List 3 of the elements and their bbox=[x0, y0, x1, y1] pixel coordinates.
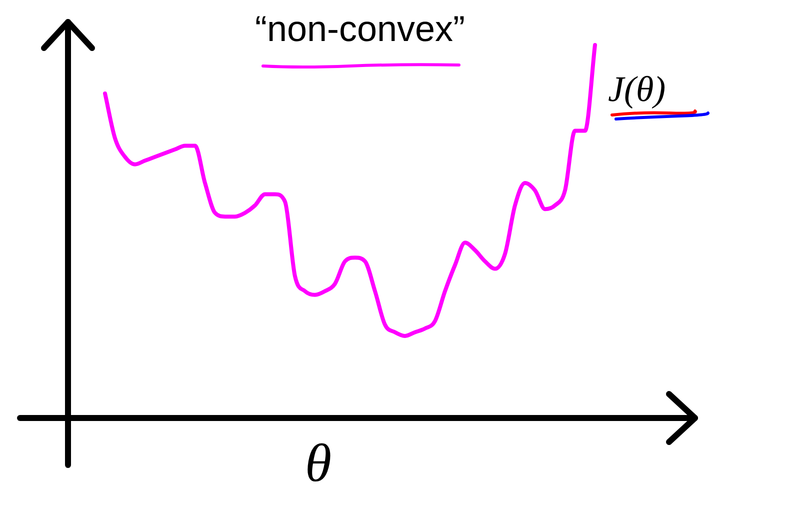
chart-title: “non-convex” bbox=[254, 8, 466, 50]
y-axis-title: J(θ) bbox=[608, 68, 666, 110]
x-axis-title: θ bbox=[305, 432, 332, 494]
